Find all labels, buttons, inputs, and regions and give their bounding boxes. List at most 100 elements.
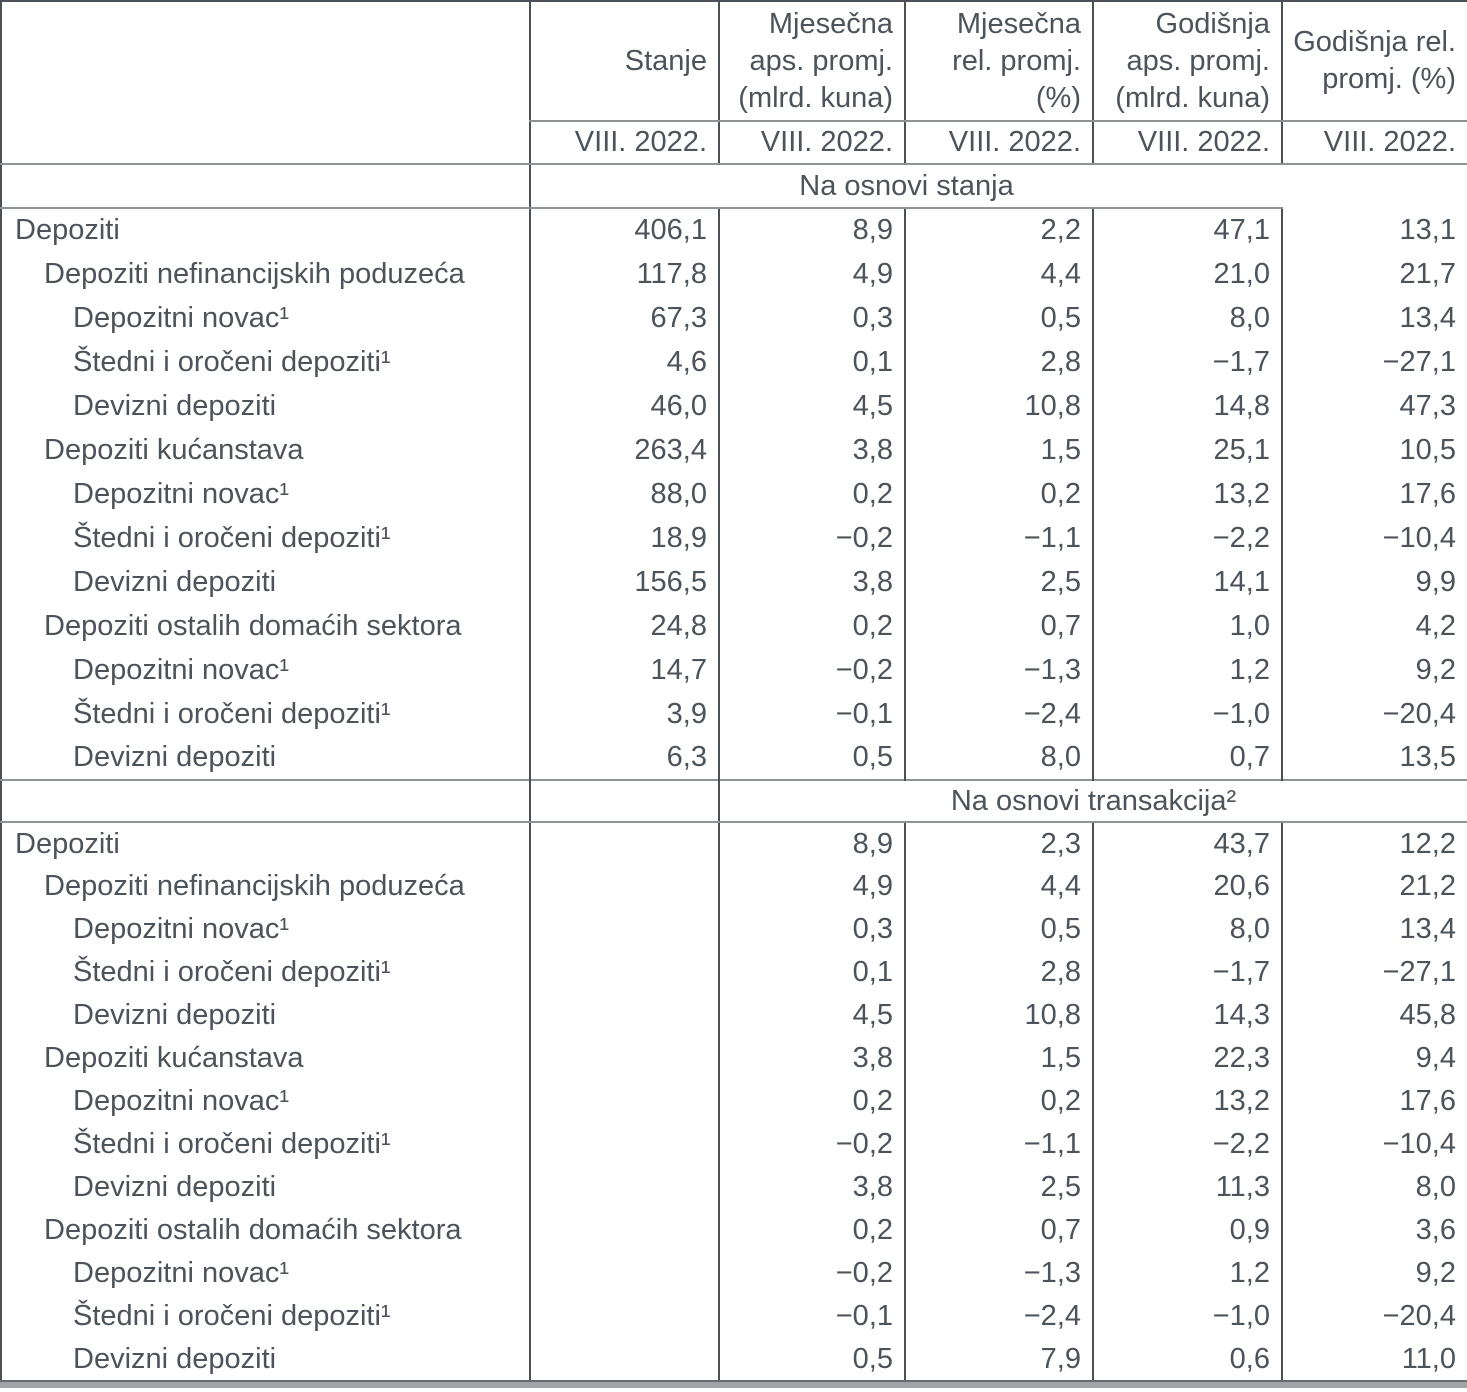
column-header-line: Godišnja xyxy=(1155,7,1270,40)
value-cell: 21,0 xyxy=(1092,252,1282,296)
value-cell: 10,8 xyxy=(904,994,1093,1037)
row-label: Depozitni novac¹ xyxy=(73,477,289,510)
row-label: Devizni depoziti xyxy=(73,741,277,773)
value-cell: 3,6 xyxy=(1281,1209,1467,1252)
value-cell: 14,1 xyxy=(1092,560,1282,604)
value-cell: 4,9 xyxy=(718,865,905,908)
column-header-line: Godišnja rel. xyxy=(1293,26,1456,58)
value-cell: 4,5 xyxy=(718,384,905,428)
row-label: Depozitni novac¹ xyxy=(73,653,289,686)
row-label: Štedni i oročeni depoziti¹ xyxy=(73,697,391,730)
value-cell xyxy=(529,1123,719,1166)
value-cell: 0,5 xyxy=(718,1338,905,1382)
value-cell: 13,4 xyxy=(1281,296,1467,340)
column-header: Stanje xyxy=(529,1,719,122)
period-cell: VIII. 2022. xyxy=(718,121,905,165)
value-cell: 9,2 xyxy=(1281,648,1467,692)
section-title: Na osnovi stanja xyxy=(529,163,1282,209)
value-cell: 117,8 xyxy=(529,252,719,296)
table-row: Štedni i oročeni depoziti¹ 0,1 2,8 −1,7 −27,… xyxy=(1,951,1467,994)
value-cell: 14,8 xyxy=(1092,384,1282,428)
value-cell: −0,2 xyxy=(718,516,905,560)
value-cell: −2,4 xyxy=(904,1295,1093,1338)
value-cell: 0,7 xyxy=(1092,736,1282,780)
value-cell: −1,0 xyxy=(1092,1295,1282,1338)
value-cell: −1,1 xyxy=(904,1123,1093,1166)
value-cell: 88,0 xyxy=(529,472,719,516)
value-cell xyxy=(529,865,719,908)
value-cell: 0,5 xyxy=(718,736,905,780)
value-cell: −0,1 xyxy=(718,692,905,736)
value-cell: 14,7 xyxy=(529,648,719,692)
value-cell: 13,4 xyxy=(1281,908,1467,951)
value-cell: 13,5 xyxy=(1281,736,1467,780)
row-label: Depoziti ostalih domaćih sektora xyxy=(44,1214,462,1246)
value-cell: 46,0 xyxy=(529,384,719,428)
value-cell: 43,7 xyxy=(1092,822,1282,865)
value-cell: 45,8 xyxy=(1281,994,1467,1037)
row-label: Devizni depoziti xyxy=(73,389,277,422)
value-cell: −1,7 xyxy=(1092,951,1282,994)
value-cell: 8,0 xyxy=(1092,908,1282,951)
value-cell: −0,2 xyxy=(718,648,905,692)
value-cell: 3,9 xyxy=(529,692,719,736)
value-cell: 13,2 xyxy=(1092,1080,1282,1123)
period-row: VIII. 2022. VIII. 2022. VIII. 2022. VIII. 2… xyxy=(1,121,1467,165)
period-cell: VIII. 2022. xyxy=(1092,121,1282,165)
table-row: Depoziti ostalih domaćih sektora 0,2 0,7 0,… xyxy=(1,1209,1467,1252)
period-cell: VIII. 2022. xyxy=(529,121,719,165)
row-label: Štedni i oročeni depoziti¹ xyxy=(73,521,391,554)
value-cell: 47,1 xyxy=(1092,208,1282,252)
value-cell: 0,3 xyxy=(718,296,905,340)
value-cell: 0,2 xyxy=(904,472,1093,516)
value-cell: 21,2 xyxy=(1281,865,1467,908)
row-label: Depozitni novac¹ xyxy=(73,1257,289,1289)
value-cell: 1,2 xyxy=(1092,1252,1282,1295)
value-cell xyxy=(529,1295,719,1338)
row-label: Depoziti kućanstava xyxy=(44,1042,304,1074)
row-label: Depozitni novac¹ xyxy=(73,301,289,334)
value-cell xyxy=(529,1338,719,1382)
value-cell: −27,1 xyxy=(1281,951,1467,994)
row-label: Štedni i oročeni depoziti¹ xyxy=(73,1300,391,1332)
value-cell: −1,1 xyxy=(904,516,1093,560)
value-cell: 4,4 xyxy=(904,865,1093,908)
table-row: Devizni depoziti 4,5 10,8 14,3 45,8 xyxy=(1,994,1467,1037)
column-header-line: aps. promj. xyxy=(1126,44,1270,77)
value-cell: 0,2 xyxy=(718,1080,905,1123)
value-cell: 0,2 xyxy=(718,472,905,516)
row-label: Devizni depoziti xyxy=(1,1338,530,1382)
value-cell: 8,0 xyxy=(904,736,1093,780)
value-cell: 17,6 xyxy=(1281,1080,1467,1123)
row-label: Štedni i oročeni depoziti¹ xyxy=(73,1128,391,1160)
value-cell: −20,4 xyxy=(1281,692,1467,736)
value-cell xyxy=(529,1252,719,1295)
value-cell: 13,2 xyxy=(1092,472,1282,516)
value-cell: −20,4 xyxy=(1281,1295,1467,1338)
value-cell xyxy=(529,951,719,994)
value-cell: 0,6 xyxy=(1092,1338,1282,1382)
value-cell: 9,2 xyxy=(1281,1252,1467,1295)
table-row: Depozitni novac¹ 88,0 0,2 0,2 13,2 17,6 xyxy=(1,472,1467,516)
table-row: Depoziti kućanstava 3,8 1,5 22,3 9,4 xyxy=(1,1037,1467,1080)
row-label: Depoziti xyxy=(15,214,120,246)
value-cell: −10,4 xyxy=(1281,516,1467,560)
value-cell: 9,4 xyxy=(1281,1037,1467,1080)
row-label: Depoziti xyxy=(15,827,120,860)
value-cell: −2,2 xyxy=(1092,516,1282,560)
table-row: Štedni i oročeni depoziti¹ 18,9 −0,2 −1,1 −2… xyxy=(1,516,1467,560)
value-cell: 67,3 xyxy=(529,296,719,340)
value-cell: 0,1 xyxy=(718,340,905,384)
value-cell: −10,4 xyxy=(1281,1123,1467,1166)
value-cell: −27,1 xyxy=(1281,340,1467,384)
value-cell: 2,8 xyxy=(904,951,1093,994)
value-cell: −1,0 xyxy=(1092,692,1282,736)
value-cell: −0,2 xyxy=(718,1252,905,1295)
section-empty-stanje-cell xyxy=(529,779,719,823)
table-row: Devizni depoziti 0,5 7,9 0,6 11,0 xyxy=(1,1338,1467,1382)
period-cell: VIII. 2022. xyxy=(1281,121,1467,165)
value-cell: 0,2 xyxy=(718,1209,905,1252)
value-cell: 10,8 xyxy=(904,384,1093,428)
value-cell: 0,3 xyxy=(718,908,905,951)
value-cell: 1,5 xyxy=(904,428,1093,472)
